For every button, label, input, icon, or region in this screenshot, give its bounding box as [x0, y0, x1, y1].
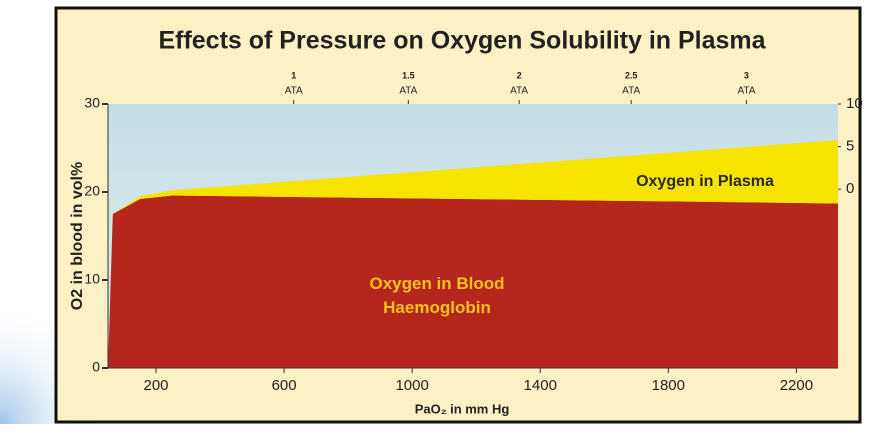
y-tick-label: 30 [84, 95, 100, 111]
y2-tick-label: 10 [846, 95, 863, 112]
y-axis-label: O2 in blood in vol% [69, 162, 86, 310]
top-tick-label: 2.5 [625, 70, 638, 80]
x-tick-label: 2200 [780, 377, 813, 394]
top-tick-unit: ATA [399, 86, 417, 97]
y2-tick-label: 0 [846, 180, 854, 197]
top-tick-unit: ATA [737, 86, 755, 97]
y2-tick-label: 5 [846, 138, 854, 155]
x-axis-label: PaO₂ in mm Hg [415, 401, 510, 416]
x-tick-label: 600 [272, 377, 297, 394]
x-tick-label: 1800 [652, 377, 685, 394]
top-tick-unit: ATA [285, 86, 303, 97]
area [108, 140, 838, 368]
x-tick-label: 1000 [395, 377, 428, 394]
y-tick-label: 0 [92, 359, 100, 375]
top-tick-label: 2 [517, 70, 522, 80]
series-label: Oxygen in Plasma [636, 173, 774, 190]
y-tick-label: 20 [84, 183, 100, 199]
top-tick-label: 1 [291, 70, 296, 80]
x-tick-label: 1400 [524, 377, 557, 394]
chart-title: Effects of Pressure on Oxygen Solubility… [158, 27, 766, 55]
top-tick-unit: ATA [622, 86, 640, 97]
top-tick-label: 1.5 [402, 70, 415, 80]
top-tick-label: 3 [744, 70, 749, 80]
area [108, 195, 838, 368]
y-tick-label: 10 [84, 271, 100, 287]
series-label: Oxygen in Blood Haemoglobin [369, 274, 504, 317]
x-tick-label: 200 [144, 377, 169, 394]
top-tick-unit: ATA [510, 86, 528, 97]
